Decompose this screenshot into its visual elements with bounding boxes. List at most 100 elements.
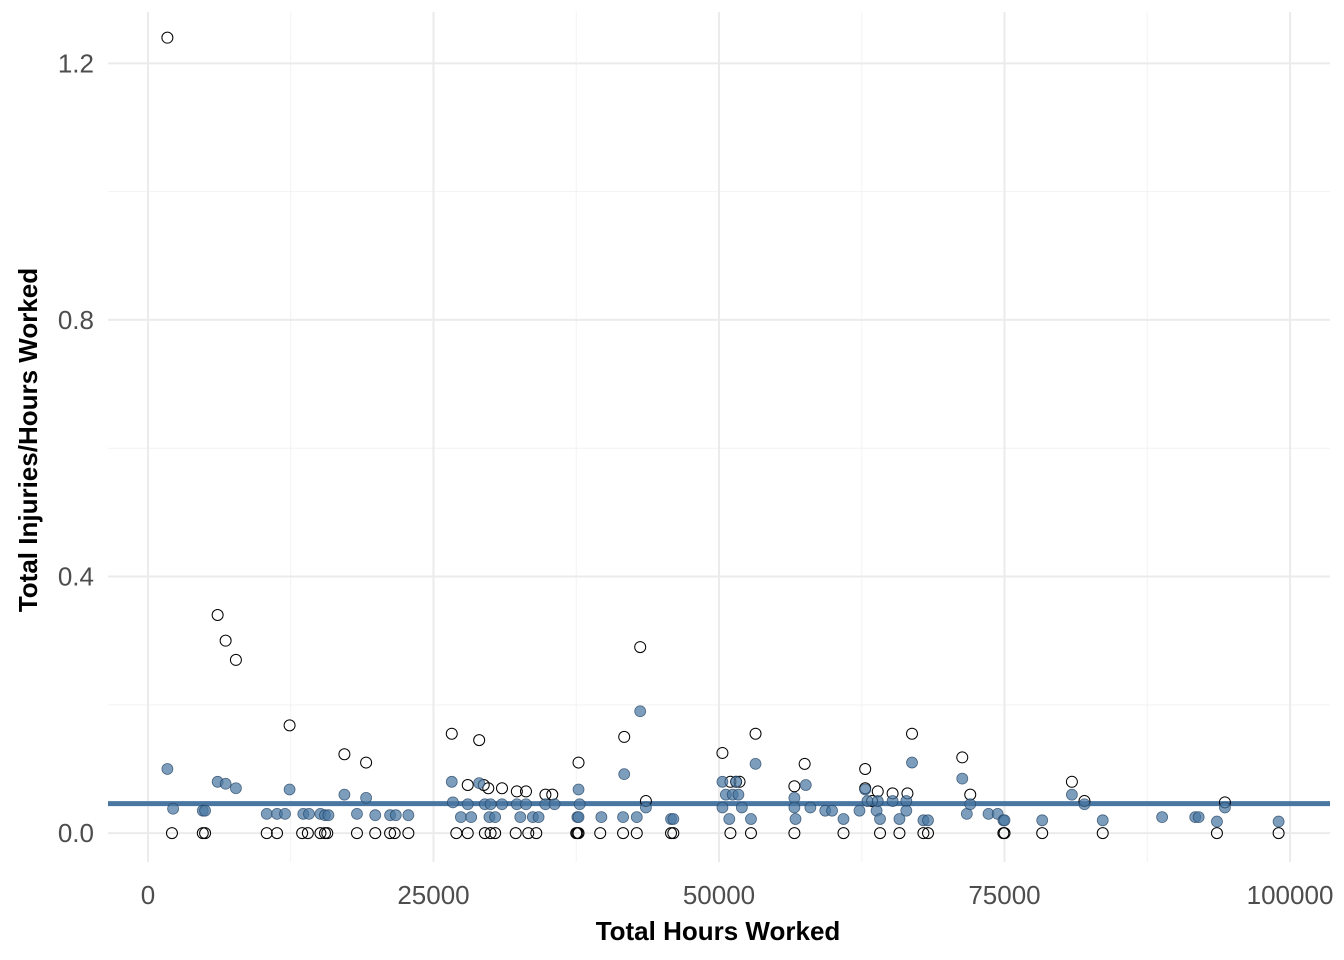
filled-point	[1192, 811, 1205, 823]
filled-point	[871, 795, 884, 807]
hollow-point	[1210, 827, 1223, 840]
filled-point	[230, 782, 242, 795]
hollow-point	[724, 827, 737, 840]
y-tick-label: 0.8	[58, 305, 94, 335]
hollow-point	[798, 757, 811, 770]
hollow-point	[283, 719, 296, 732]
filled-point	[360, 791, 373, 804]
hollow-point	[402, 827, 415, 840]
filled-point	[859, 783, 872, 796]
y-axis-title: Total Injuries/Hours Worked	[13, 268, 43, 612]
x-tick-label: 50000	[683, 880, 755, 910]
hollow-point	[461, 827, 474, 840]
hollow-point	[211, 609, 224, 622]
grid	[108, 12, 1330, 862]
hollow-point	[874, 827, 887, 840]
filled-point	[489, 811, 502, 823]
hollow-point	[482, 782, 495, 795]
hollow-point	[384, 827, 397, 840]
hollow-point	[744, 827, 757, 840]
x-tick-label: 0	[141, 880, 155, 910]
hollow-point	[630, 827, 643, 840]
filled-point	[964, 798, 977, 811]
hollow-point	[998, 827, 1011, 840]
filled-point	[732, 788, 745, 801]
hollow-point	[489, 827, 502, 840]
filled-point	[617, 811, 629, 823]
hollow-point	[360, 756, 373, 769]
filled-point	[548, 798, 561, 811]
hollow-point	[788, 827, 801, 840]
filled-point	[874, 813, 886, 825]
hollow-point	[509, 827, 522, 840]
filled-point	[1211, 815, 1223, 828]
hollow-point	[260, 827, 273, 840]
filled-point	[956, 772, 969, 785]
hollow-point	[1272, 827, 1285, 840]
filled-point	[749, 757, 762, 770]
hollow-point	[634, 641, 647, 654]
filled-point	[1036, 814, 1049, 827]
hollow-point	[1036, 827, 1049, 840]
filled-point	[853, 804, 866, 817]
filled-point	[1096, 814, 1109, 827]
hollow-point	[229, 653, 242, 666]
hollow-point	[788, 780, 801, 793]
hollow-point	[478, 827, 491, 840]
filled-point	[402, 809, 415, 822]
hollow-point	[496, 782, 509, 795]
filled-point	[1272, 815, 1285, 828]
hollow-point	[921, 827, 934, 840]
hollow-point	[906, 727, 919, 740]
hollow-point	[749, 727, 762, 740]
filled-point	[998, 814, 1011, 827]
hollow-point	[1096, 827, 1109, 840]
filled-point	[634, 705, 647, 718]
hollow-point	[893, 827, 906, 840]
x-tick-label: 25000	[397, 880, 469, 910]
hollow-point	[350, 827, 363, 840]
filled-point	[595, 811, 608, 823]
filled-point	[893, 813, 906, 825]
y-tick-label: 0.0	[58, 818, 94, 848]
filled-point	[640, 801, 652, 814]
filled-point	[804, 801, 817, 814]
filled-point	[716, 801, 729, 814]
filled-point	[618, 768, 631, 781]
y-tick-label: 0.4	[58, 562, 94, 592]
filled-point	[219, 777, 232, 790]
filled-point	[789, 813, 802, 825]
filled-point	[1219, 801, 1231, 814]
hollow-point	[1065, 775, 1078, 788]
filled-point	[735, 801, 748, 814]
filled-point	[837, 813, 850, 825]
filled-point	[514, 811, 527, 823]
hollow-point	[716, 746, 729, 759]
hollow-point	[917, 827, 930, 840]
filled-point	[351, 807, 363, 820]
filled-point	[465, 811, 478, 823]
hollow-point	[956, 751, 969, 764]
filled-point	[861, 795, 874, 807]
hollow-point	[484, 827, 497, 840]
hollow-point	[445, 727, 458, 740]
filled-point	[279, 807, 291, 820]
hollow-point	[161, 31, 174, 44]
hollow-points	[161, 31, 1285, 840]
filled-points	[161, 705, 1285, 828]
filled-point	[445, 775, 458, 788]
filled-point	[723, 813, 736, 825]
filled-point	[1078, 798, 1091, 811]
hollow-point	[321, 827, 334, 840]
filled-point	[161, 763, 174, 775]
filled-point	[906, 756, 918, 769]
filled-point	[283, 783, 296, 796]
filled-point	[369, 809, 382, 822]
hollow-point	[530, 827, 543, 840]
filled-point	[1156, 811, 1169, 823]
hollow-point	[837, 827, 850, 840]
y-tick-labels: 0.0 0.4 0.8 1.2	[58, 48, 94, 848]
filled-point	[454, 811, 467, 823]
